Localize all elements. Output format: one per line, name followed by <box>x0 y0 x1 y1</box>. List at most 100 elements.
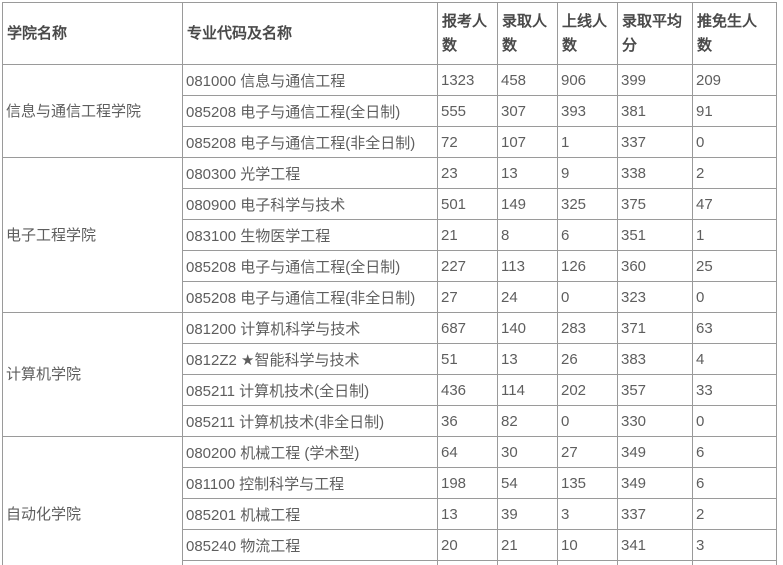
exempt-cell <box>692 560 777 565</box>
admitted-cell: 82 <box>497 405 558 437</box>
admitted-cell: 24 <box>497 281 558 313</box>
table-row: 085240 物流工程 20 21 10 341 3 <box>3 529 777 561</box>
above-line-cell: 3 <box>557 498 618 530</box>
exempt-cell: 25 <box>692 250 777 282</box>
major-cell <box>182 560 438 565</box>
admitted-cell: 21 <box>497 529 558 561</box>
applicants-cell: 436 <box>437 374 498 406</box>
avg-score-cell: 383 <box>617 343 693 375</box>
exempt-cell: 3 <box>692 529 777 561</box>
exempt-cell: 63 <box>692 312 777 344</box>
admitted-cell: 39 <box>497 498 558 530</box>
table-body: 信息与通信工程学院 081000 信息与通信工程 1323 458 906 399 209 0… <box>2 64 777 565</box>
applicants-cell: 13 <box>437 498 498 530</box>
col-header-avg-score: 录取平均分 <box>617 2 693 65</box>
college-cell: 信息与通信工程学院 <box>2 64 183 158</box>
above-line-cell: 26 <box>557 343 618 375</box>
admitted-cell: 13 <box>497 157 558 189</box>
avg-score-cell: 337 <box>617 126 693 158</box>
avg-score-cell: 338 <box>617 157 693 189</box>
major-cell: 085201 机械工程 <box>182 498 438 530</box>
major-cell: 080200 机械工程 (学术型) <box>182 436 438 468</box>
above-line-cell: 202 <box>557 374 618 406</box>
admitted-cell: 140 <box>497 312 558 344</box>
major-cell: 085211 计算机技术(非全日制) <box>182 405 438 437</box>
exempt-cell: 2 <box>692 157 777 189</box>
col-header-college: 学院名称 <box>2 2 183 65</box>
avg-score-cell: 349 <box>617 436 693 468</box>
applicants-cell: 20 <box>437 529 498 561</box>
admitted-cell: 149 <box>497 188 558 220</box>
major-cell: 085208 电子与通信工程(非全日制) <box>182 126 438 158</box>
major-cell: 0812Z2 ★智能科学与技术 <box>182 343 438 375</box>
table-header: 学院名称 专业代码及名称 报考人数 录取人数 上线人数 录取平均分 推免生人数 <box>2 2 777 65</box>
college-cell: 电子工程学院 <box>2 157 183 313</box>
col-header-admitted: 录取人数 <box>497 2 558 65</box>
table-row: 电子工程学院 080300 光学工程 23 13 9 338 2 <box>2 157 777 313</box>
major-cell: 080900 电子科学与技术 <box>182 188 438 220</box>
admitted-cell: 13 <box>497 343 558 375</box>
exempt-cell: 6 <box>692 467 777 499</box>
applicants-cell: 227 <box>437 250 498 282</box>
header-row: 学院名称 专业代码及名称 报考人数 录取人数 上线人数 录取平均分 推免生人数 <box>2 2 777 65</box>
above-line-cell: 135 <box>557 467 618 499</box>
applicants-cell: 51 <box>437 343 498 375</box>
avg-score-cell: 349 <box>617 467 693 499</box>
avg-score-cell: 341 <box>617 529 693 561</box>
col-header-exempt: 推免生人数 <box>692 2 777 65</box>
col-header-applicants: 报考人数 <box>437 2 498 65</box>
applicants-cell: 555 <box>437 95 498 127</box>
avg-score-cell: 399 <box>617 64 693 96</box>
admitted-cell: 458 <box>497 64 558 96</box>
avg-score-cell: 330 <box>617 405 693 437</box>
applicants-cell: 36 <box>437 405 498 437</box>
college-cell: 计算机学院 <box>2 312 183 437</box>
exempt-cell: 0 <box>692 405 777 437</box>
admitted-cell: 107 <box>497 126 558 158</box>
avg-score-cell: 357 <box>617 374 693 406</box>
applicants-cell: 687 <box>437 312 498 344</box>
avg-score-cell: 381 <box>617 95 693 127</box>
applicants-cell: 27 <box>437 281 498 313</box>
avg-score-cell: 375 <box>617 188 693 220</box>
table-row: 信息与通信工程学院 081000 信息与通信工程 1323 458 906 399 209 <box>2 64 777 158</box>
major-cell: 085211 计算机技术(全日制) <box>182 374 438 406</box>
admitted-cell: 30 <box>497 436 558 468</box>
table-row: 085208 电子与通信工程(全日制) 227 113 126 360 25 <box>3 250 777 282</box>
admitted-cell <box>497 560 558 565</box>
col-header-major: 专业代码及名称 <box>182 2 438 65</box>
exempt-cell: 4 <box>692 343 777 375</box>
avg-score-cell: 337 <box>617 498 693 530</box>
table-row: 085208 电子与通信工程(非全日制) 72 107 1 337 0 <box>3 126 777 158</box>
above-line-cell: 27 <box>557 436 618 468</box>
exempt-cell: 0 <box>692 126 777 158</box>
table-row: 自动化学院 080200 机械工程 (学术型) 64 30 27 349 6 <box>2 436 777 565</box>
above-line-cell: 6 <box>557 219 618 251</box>
above-line-cell: 283 <box>557 312 618 344</box>
major-cell: 081100 控制科学与工程 <box>182 467 438 499</box>
above-line-cell <box>557 560 618 565</box>
above-line-cell: 10 <box>557 529 618 561</box>
avg-score-cell: 351 <box>617 219 693 251</box>
avg-score-cell: 323 <box>617 281 693 313</box>
above-line-cell: 0 <box>557 281 618 313</box>
above-line-cell: 393 <box>557 95 618 127</box>
table-row <box>3 560 777 565</box>
applicants-cell <box>437 560 498 565</box>
table-row: 081100 控制科学与工程 198 54 135 349 6 <box>3 467 777 499</box>
admitted-cell: 307 <box>497 95 558 127</box>
major-cell: 083100 生物医学工程 <box>182 219 438 251</box>
col-header-above-line: 上线人数 <box>557 2 618 65</box>
major-cell: 085240 物流工程 <box>182 529 438 561</box>
applicants-cell: 21 <box>437 219 498 251</box>
applicants-cell: 72 <box>437 126 498 158</box>
table-row: 085208 电子与通信工程(全日制) 555 307 393 381 91 <box>3 95 777 127</box>
above-line-cell: 0 <box>557 405 618 437</box>
major-cell: 085208 电子与通信工程(非全日制) <box>182 281 438 313</box>
table-row: 085201 机械工程 13 39 3 337 2 <box>3 498 777 530</box>
table-row: 计算机学院 081200 计算机科学与技术 687 140 283 371 63 <box>2 312 777 437</box>
exempt-cell: 6 <box>692 436 777 468</box>
major-cell: 085208 电子与通信工程(全日制) <box>182 95 438 127</box>
